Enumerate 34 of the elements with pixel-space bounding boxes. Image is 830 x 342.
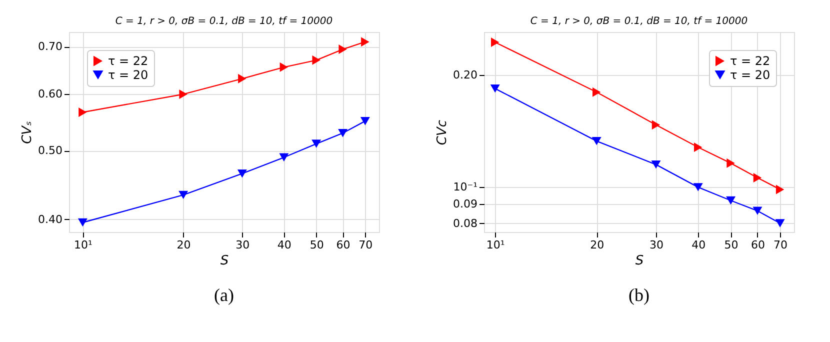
x-tick-label: 70 — [358, 238, 373, 252]
x-tick-label: 70 — [774, 238, 788, 252]
x-tick-label: 20 — [176, 238, 191, 252]
y-tick-label: 0.60 — [38, 88, 62, 101]
y-tick-label: 10⁻¹ — [453, 180, 478, 194]
legend-label: τ = 20 — [730, 68, 770, 82]
x-tick-label: 60 — [750, 238, 765, 252]
x-tick-label: 50 — [724, 238, 738, 252]
x-tick-label: 20 — [590, 238, 604, 252]
y-tick-label: 0.50 — [38, 144, 62, 158]
x-tick-label: 40 — [692, 238, 706, 252]
x-tick-label: 50 — [310, 238, 324, 252]
x-tick-label: 30 — [236, 238, 250, 252]
x-tick-label: 40 — [277, 238, 292, 252]
text: (b) — [628, 285, 650, 305]
legend-label: τ = 22 — [108, 54, 148, 68]
y-axis-title: CVc — [435, 120, 450, 146]
y-tick-label: 0.70 — [38, 40, 62, 54]
y-tick-label: 0.40 — [38, 212, 62, 226]
x-tick-label: 10¹ — [74, 238, 92, 252]
y-tick-label: 0.08 — [453, 216, 478, 230]
y-tick-label: 0.09 — [453, 198, 478, 211]
x-tick-label: 10¹ — [486, 238, 505, 252]
y-tick-label: 0.20 — [453, 68, 478, 82]
x-axis-title: S — [635, 254, 644, 268]
x-axis-title: S — [220, 254, 229, 268]
text: (a) — [214, 285, 234, 305]
x-tick-label: 30 — [649, 238, 664, 252]
legend-label: τ = 20 — [108, 68, 148, 82]
y-axis-title: CVₛ — [20, 120, 36, 144]
chart-title: C = 1, r > 0, σB = 0.1, dB = 10, tf = 10000 — [530, 16, 748, 27]
chart-title: C = 1, r > 0, σB = 0.1, dB = 10, tf = 10000 — [115, 16, 333, 27]
legend-label: τ = 22 — [730, 54, 770, 68]
x-tick-label: 60 — [336, 238, 350, 252]
